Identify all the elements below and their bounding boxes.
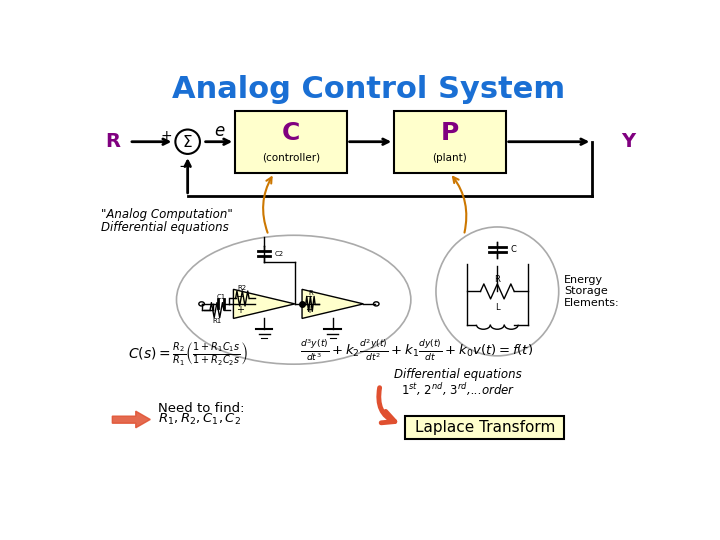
Text: (plant): (plant): [433, 152, 467, 163]
Text: Differential equations: Differential equations: [101, 221, 229, 234]
Text: C: C: [510, 245, 516, 254]
Text: R2: R2: [238, 285, 247, 291]
Text: C2: C2: [275, 251, 284, 257]
Text: Analog Control System: Analog Control System: [172, 75, 566, 104]
Polygon shape: [233, 289, 294, 319]
Text: C1: C1: [217, 294, 226, 300]
Text: Differential equations: Differential equations: [395, 368, 522, 381]
Polygon shape: [302, 289, 364, 319]
Text: Need to find:: Need to find:: [158, 402, 245, 415]
Text: $1^{st}$, $2^{nd}$, $3^{rd}$,...order: $1^{st}$, $2^{nd}$, $3^{rd}$,...order: [401, 381, 516, 397]
Text: R: R: [495, 275, 500, 284]
Bar: [405, 416, 564, 439]
Text: (controller): (controller): [262, 152, 320, 163]
Text: e: e: [215, 123, 225, 140]
Text: +: +: [305, 305, 312, 315]
Bar: [235, 111, 347, 173]
Text: "Analog Computation": "Analog Computation": [101, 208, 233, 221]
Bar: [394, 111, 505, 173]
Text: R: R: [308, 291, 312, 296]
Text: −: −: [236, 293, 244, 302]
Text: Laplace Transform: Laplace Transform: [415, 420, 555, 435]
Text: $\Sigma$: $\Sigma$: [182, 134, 193, 150]
Text: C: C: [282, 122, 300, 145]
Text: −: −: [305, 293, 312, 302]
Text: R1: R1: [212, 318, 222, 323]
Text: R: R: [105, 132, 120, 151]
Polygon shape: [112, 411, 150, 428]
Text: $R_1, R_2, C_1, C_2$: $R_1, R_2, C_1, C_2$: [158, 411, 241, 427]
Text: P: P: [441, 122, 459, 145]
Text: +: +: [236, 305, 244, 315]
Text: Y: Y: [621, 132, 636, 151]
Text: Energy
Storage
Elements:: Energy Storage Elements:: [564, 275, 620, 308]
Text: −: −: [179, 159, 192, 174]
Text: $\frac{d^3y(t)}{dt^3}+k_2\frac{d^2y(t)}{dt^2}+k_1\frac{dy(t)}{dt}+k_0v(t)=f(t)$: $\frac{d^3y(t)}{dt^3}+k_2\frac{d^2y(t)}{…: [300, 336, 533, 362]
Text: +: +: [161, 129, 173, 143]
Text: L: L: [495, 303, 500, 312]
Text: $C(s)=\frac{R_2}{R_1}\left(\frac{1+R_1C_1s}{1+R_2C_2s}\right)$: $C(s)=\frac{R_2}{R_1}\left(\frac{1+R_1C_…: [127, 340, 248, 367]
